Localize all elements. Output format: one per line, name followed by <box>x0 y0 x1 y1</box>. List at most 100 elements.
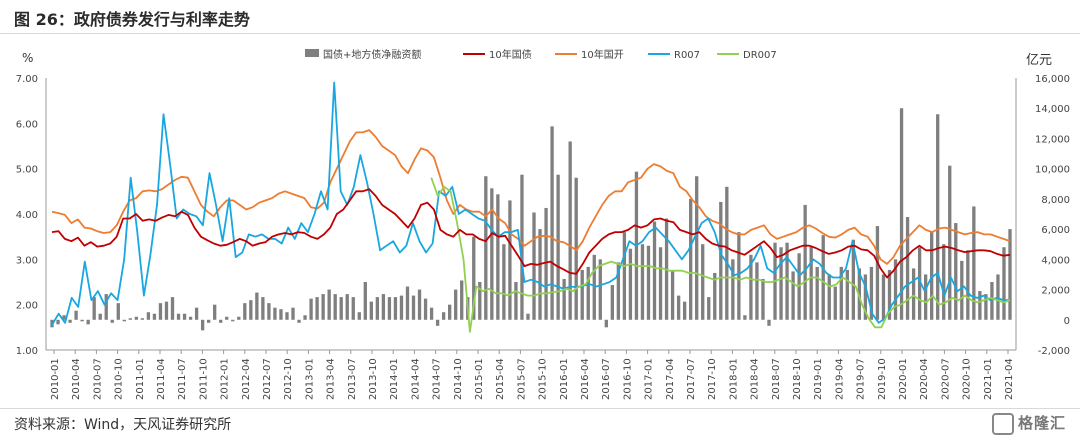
financing-bar <box>610 285 614 320</box>
financing-bar <box>923 274 928 320</box>
financing-bar <box>556 174 560 320</box>
right-axis-unit: 亿元 <box>1026 53 1052 68</box>
legend-label: 国债+地方债净融资额 <box>323 48 421 61</box>
page-title: 图 26：政府债券发行与利率走势 <box>14 10 250 29</box>
financing-bar <box>140 318 145 320</box>
legend-item: 国债+地方债净融资额 <box>305 48 421 61</box>
financing-bar <box>954 223 958 320</box>
financing-bar <box>188 316 193 320</box>
financing-bar <box>158 303 163 320</box>
x-tick-label: 2010-04 <box>71 358 82 400</box>
financing-bar <box>905 217 910 320</box>
financing-bar <box>646 245 651 320</box>
right-tick-label: 0 <box>1064 316 1070 327</box>
financing-bar <box>200 319 205 331</box>
x-tick-label: 2020-10 <box>962 358 973 400</box>
financing-bar <box>761 278 765 320</box>
x-tick-label: 2017-04 <box>665 358 676 400</box>
footer-divider <box>0 408 1080 409</box>
financing-bar <box>972 206 976 320</box>
right-tick-label: -2,000 <box>1038 346 1070 357</box>
x-tick-label: 2015-10 <box>538 358 549 400</box>
financing-bar <box>815 266 819 320</box>
financing-bar <box>586 266 590 320</box>
x-tick-label: 2020-04 <box>919 358 930 400</box>
financing-bar <box>411 295 416 320</box>
financing-bar <box>538 229 542 320</box>
financing-bar <box>279 309 283 320</box>
financing-bar <box>387 297 392 320</box>
financing-bar <box>713 272 717 320</box>
financing-bar <box>285 312 289 320</box>
financing-bar <box>423 298 428 320</box>
financing-bar <box>249 300 253 320</box>
financing-bar <box>640 244 645 320</box>
title-divider <box>0 33 1080 34</box>
left-tick-label: 2.00 <box>16 301 38 312</box>
financing-bar <box>930 232 934 320</box>
x-tick-label: 2013-07 <box>347 358 358 400</box>
financing-bar <box>622 232 627 320</box>
financing-bar <box>911 268 916 320</box>
right-tick-label: 8,000 <box>1041 195 1070 206</box>
financing-bar <box>478 282 482 320</box>
x-tick-label: 2010-10 <box>114 358 125 400</box>
financing-bar <box>978 291 982 320</box>
x-tick-label: 2015-07 <box>516 358 527 400</box>
legend-label: 10年国开 <box>581 48 624 61</box>
financing-bar <box>68 319 72 323</box>
financing-bar <box>375 297 380 320</box>
financing-bar <box>339 297 343 320</box>
financing-bar <box>333 294 337 320</box>
financing-bar <box>369 301 373 320</box>
financing-bar <box>134 316 139 320</box>
financing-bar <box>237 316 241 320</box>
legend-item: R007 <box>648 50 700 61</box>
x-tick-label: 2011-01 <box>135 358 146 400</box>
financing-bar <box>345 294 349 320</box>
x-tick-label: 2014-07 <box>432 358 443 400</box>
financing-bar <box>785 242 789 320</box>
x-tick-label: 2019-07 <box>856 358 867 400</box>
right-tick-label: 16,000 <box>1035 74 1070 85</box>
right-tick-label: 12,000 <box>1035 134 1070 145</box>
financing-bar <box>942 244 946 320</box>
legend-label: 10年国债 <box>489 48 532 61</box>
financing-bar <box>893 259 898 320</box>
financing-bar <box>98 313 102 320</box>
financing-bar <box>514 282 518 320</box>
r007-line <box>51 81 1010 326</box>
cgb10-line <box>51 188 1011 279</box>
x-tick-label: 2020-01 <box>898 358 909 400</box>
x-tick-label: 2012-07 <box>262 358 273 400</box>
cdb10-line <box>51 129 1011 265</box>
x-tick-label: 2016-04 <box>580 358 591 400</box>
financing-bar <box>936 114 940 320</box>
financing-bar <box>809 245 813 320</box>
x-tick-label: 2015-04 <box>495 358 506 400</box>
financing-bar <box>707 297 711 320</box>
financing-bar <box>568 141 572 320</box>
x-tick-label: 2010-07 <box>92 358 103 400</box>
financing-bar <box>448 304 452 320</box>
x-tick-label: 2013-10 <box>368 358 379 400</box>
financing-bar <box>803 204 807 320</box>
financing-bar <box>598 259 602 320</box>
financing-bar <box>363 282 367 320</box>
financing-bar <box>417 289 422 320</box>
financing-bar <box>821 235 825 320</box>
financing-bar <box>182 313 187 320</box>
financing-bar <box>984 294 988 320</box>
financing-bar <box>1008 229 1012 320</box>
financing-bar <box>291 307 295 320</box>
financing-bar <box>146 312 151 320</box>
x-tick-label: 2012-04 <box>241 358 252 400</box>
financing-bar <box>231 319 235 322</box>
financing-bar <box>92 297 96 320</box>
financing-bar <box>731 259 735 320</box>
financing-bar <box>460 280 464 320</box>
financing-bar <box>960 260 964 320</box>
financing-bar <box>851 239 856 320</box>
left-tick-label: 7.00 <box>16 74 38 85</box>
left-tick-label: 1.00 <box>16 346 38 357</box>
